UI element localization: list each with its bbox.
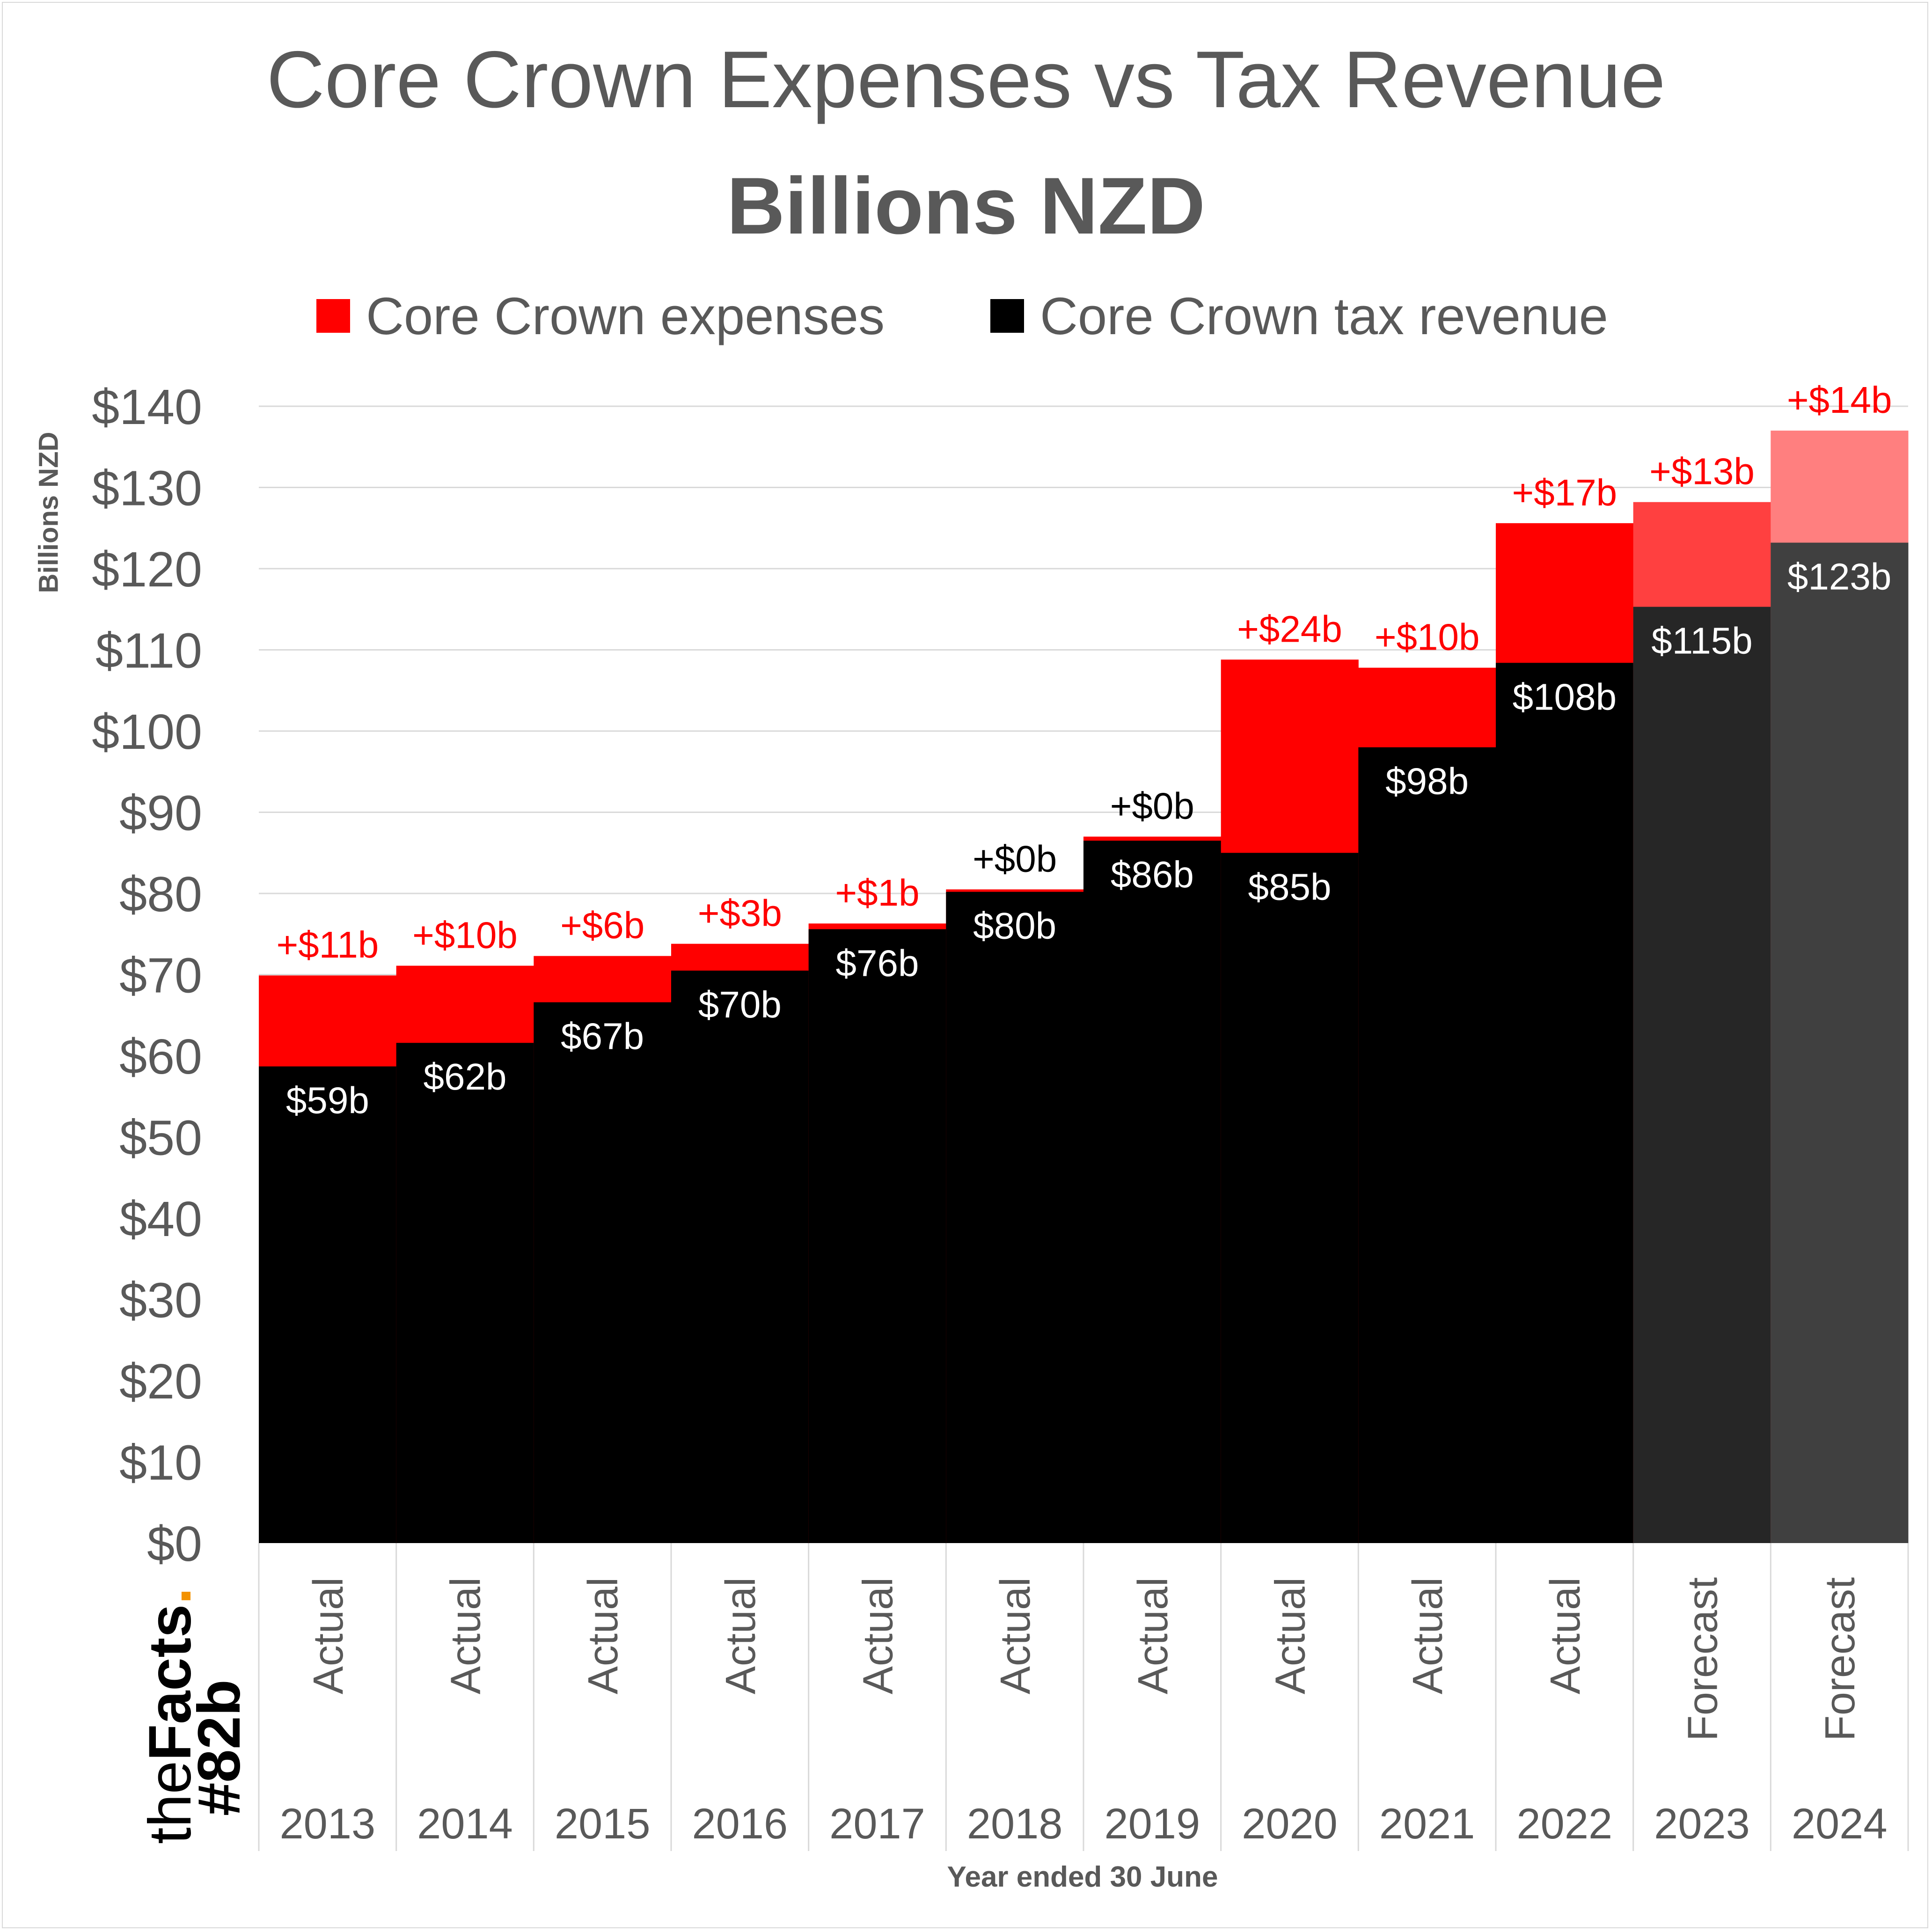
tax-revenue-data-label-2013: $59b xyxy=(286,1080,369,1121)
tax-revenue-data-label-2014: $62b xyxy=(424,1056,507,1098)
y-tick-label-40: $40 xyxy=(119,1192,202,1247)
expenses-excess-label-2014: +$10b xyxy=(412,914,518,956)
legend-label-tax-revenue: Core Crown tax revenue xyxy=(1040,286,1608,345)
y-tick-label-100: $100 xyxy=(92,704,202,760)
x-tick-label-2020: 2020 xyxy=(1242,1800,1338,1848)
x-tick-label-2021: 2021 xyxy=(1379,1800,1475,1848)
tax-revenue-data-label-2018: $80b xyxy=(973,905,1056,947)
y-tick-label-10: $10 xyxy=(119,1435,202,1491)
tax-revenue-data-label-2023: $115b xyxy=(1651,620,1753,662)
y-tick-label-60: $60 xyxy=(119,1029,202,1084)
y-tick-label-50: $50 xyxy=(119,1111,202,1166)
expenses-excess-label-2022: +$17b xyxy=(1512,472,1617,513)
legend-swatch-tax-revenue xyxy=(990,299,1024,333)
expenses-excess-label-2023: +$13b xyxy=(1649,451,1755,492)
x-tick-label-2015: 2015 xyxy=(555,1800,651,1848)
y-tick-label-70: $70 xyxy=(119,948,202,1003)
legend-label-expenses: Core Crown expenses xyxy=(366,286,885,345)
tax-revenue-data-label-2021: $98b xyxy=(1385,761,1469,802)
x-tick-label-2014: 2014 xyxy=(417,1800,513,1848)
x-tick-label-2022: 2022 xyxy=(1516,1800,1612,1848)
brand-tag: #82b xyxy=(186,1679,253,1816)
x-status-label-2023: Forecast xyxy=(1680,1577,1727,1741)
x-status-label-2019: Actual xyxy=(1130,1577,1177,1694)
legend-item-expenses: Core Crown expenses xyxy=(316,285,885,346)
x-status-label-2018: Actual xyxy=(992,1577,1039,1694)
y-tick-label-20: $20 xyxy=(119,1354,202,1409)
x-tick-label-2018: 2018 xyxy=(967,1800,1063,1848)
y-tick-label-30: $30 xyxy=(119,1273,202,1328)
x-status-label-2022: Actual xyxy=(1542,1577,1589,1694)
tax-revenue-bar-2024 xyxy=(1771,542,1909,1543)
expenses-excess-label-2019: +$0b xyxy=(1110,785,1194,827)
expenses-excess-label-2013: +$11b xyxy=(276,924,379,966)
y-tick-label-90: $90 xyxy=(119,786,202,841)
x-tick-label-2019: 2019 xyxy=(1104,1800,1200,1848)
x-tick-label-2024: 2024 xyxy=(1792,1800,1888,1848)
tax-revenue-bar-2019 xyxy=(1083,841,1222,1543)
x-tick-label-2023: 2023 xyxy=(1654,1800,1750,1848)
expenses-excess-label-2017: +$1b xyxy=(835,872,919,914)
tax-revenue-data-label-2024: $123b xyxy=(1787,556,1891,597)
tax-revenue-data-label-2022: $108b xyxy=(1513,676,1617,717)
chart-title: Core Crown Expenses vs Tax Revenue xyxy=(266,35,1666,124)
x-status-label-2014: Actual xyxy=(443,1577,490,1694)
tax-revenue-bar-2020 xyxy=(1221,853,1359,1543)
tax-revenue-bar-2021 xyxy=(1358,747,1496,1543)
expenses-excess-label-2016: +$3b xyxy=(698,893,782,934)
tax-revenue-bar-2016 xyxy=(671,970,809,1543)
y-tick-label-130: $130 xyxy=(92,461,202,516)
brand-dot: . xyxy=(137,1588,204,1604)
x-status-label-2021: Actual xyxy=(1405,1577,1451,1694)
x-status-label-2016: Actual xyxy=(717,1577,764,1694)
expenses-excess-label-2024: +$14b xyxy=(1787,379,1892,421)
tax-revenue-bar-2015 xyxy=(534,1002,672,1543)
tax-revenue-bar-2014 xyxy=(396,1043,534,1543)
x-status-label-2013: Actual xyxy=(305,1577,352,1694)
expenses-excess-label-2021: +$10b xyxy=(1375,616,1480,658)
x-tick-label-2013: 2013 xyxy=(279,1800,375,1848)
y-tick-label-110: $110 xyxy=(95,623,202,679)
tax-revenue-bar-2017 xyxy=(808,929,946,1543)
x-status-label-2017: Actual xyxy=(855,1577,902,1694)
y-tick-label-120: $120 xyxy=(92,542,202,597)
x-tick-label-2016: 2016 xyxy=(692,1800,788,1848)
tax-revenue-data-label-2017: $76b xyxy=(836,942,919,984)
x-status-label-2020: Actual xyxy=(1267,1577,1314,1694)
x-tick-label-2017: 2017 xyxy=(829,1800,925,1848)
y-tick-label-0: $0 xyxy=(147,1516,202,1572)
tax-revenue-bar-2018 xyxy=(946,892,1084,1543)
tax-revenue-data-label-2020: $85b xyxy=(1248,866,1332,907)
expenses-excess-label-2020: +$24b xyxy=(1237,608,1342,650)
expenses-excess-label-2018: +$0b xyxy=(973,838,1057,879)
y-tick-label-80: $80 xyxy=(119,867,202,922)
x-status-label-2015: Actual xyxy=(580,1577,627,1694)
tax-revenue-data-label-2019: $86b xyxy=(1111,854,1194,895)
chart-subtitle: Billions NZD xyxy=(726,161,1206,251)
tax-revenue-data-label-2015: $67b xyxy=(561,1015,644,1057)
x-axis-title: Year ended 30 June xyxy=(947,1861,1218,1893)
y-tick-label-140: $140 xyxy=(92,380,202,435)
tax-revenue-bar-2022 xyxy=(1496,663,1634,1543)
legend-swatch-expenses xyxy=(316,299,350,333)
tax-revenue-bar-2023 xyxy=(1633,607,1771,1543)
tax-revenue-data-label-2016: $70b xyxy=(698,984,782,1025)
x-status-label-2024: Forecast xyxy=(1817,1577,1864,1741)
tax-revenue-bar-2013 xyxy=(259,1066,397,1543)
legend-item-tax-revenue: Core Crown tax revenue xyxy=(990,285,1608,346)
expenses-excess-label-2015: +$6b xyxy=(560,905,644,946)
y-axis-title: Billions NZD xyxy=(33,432,64,593)
